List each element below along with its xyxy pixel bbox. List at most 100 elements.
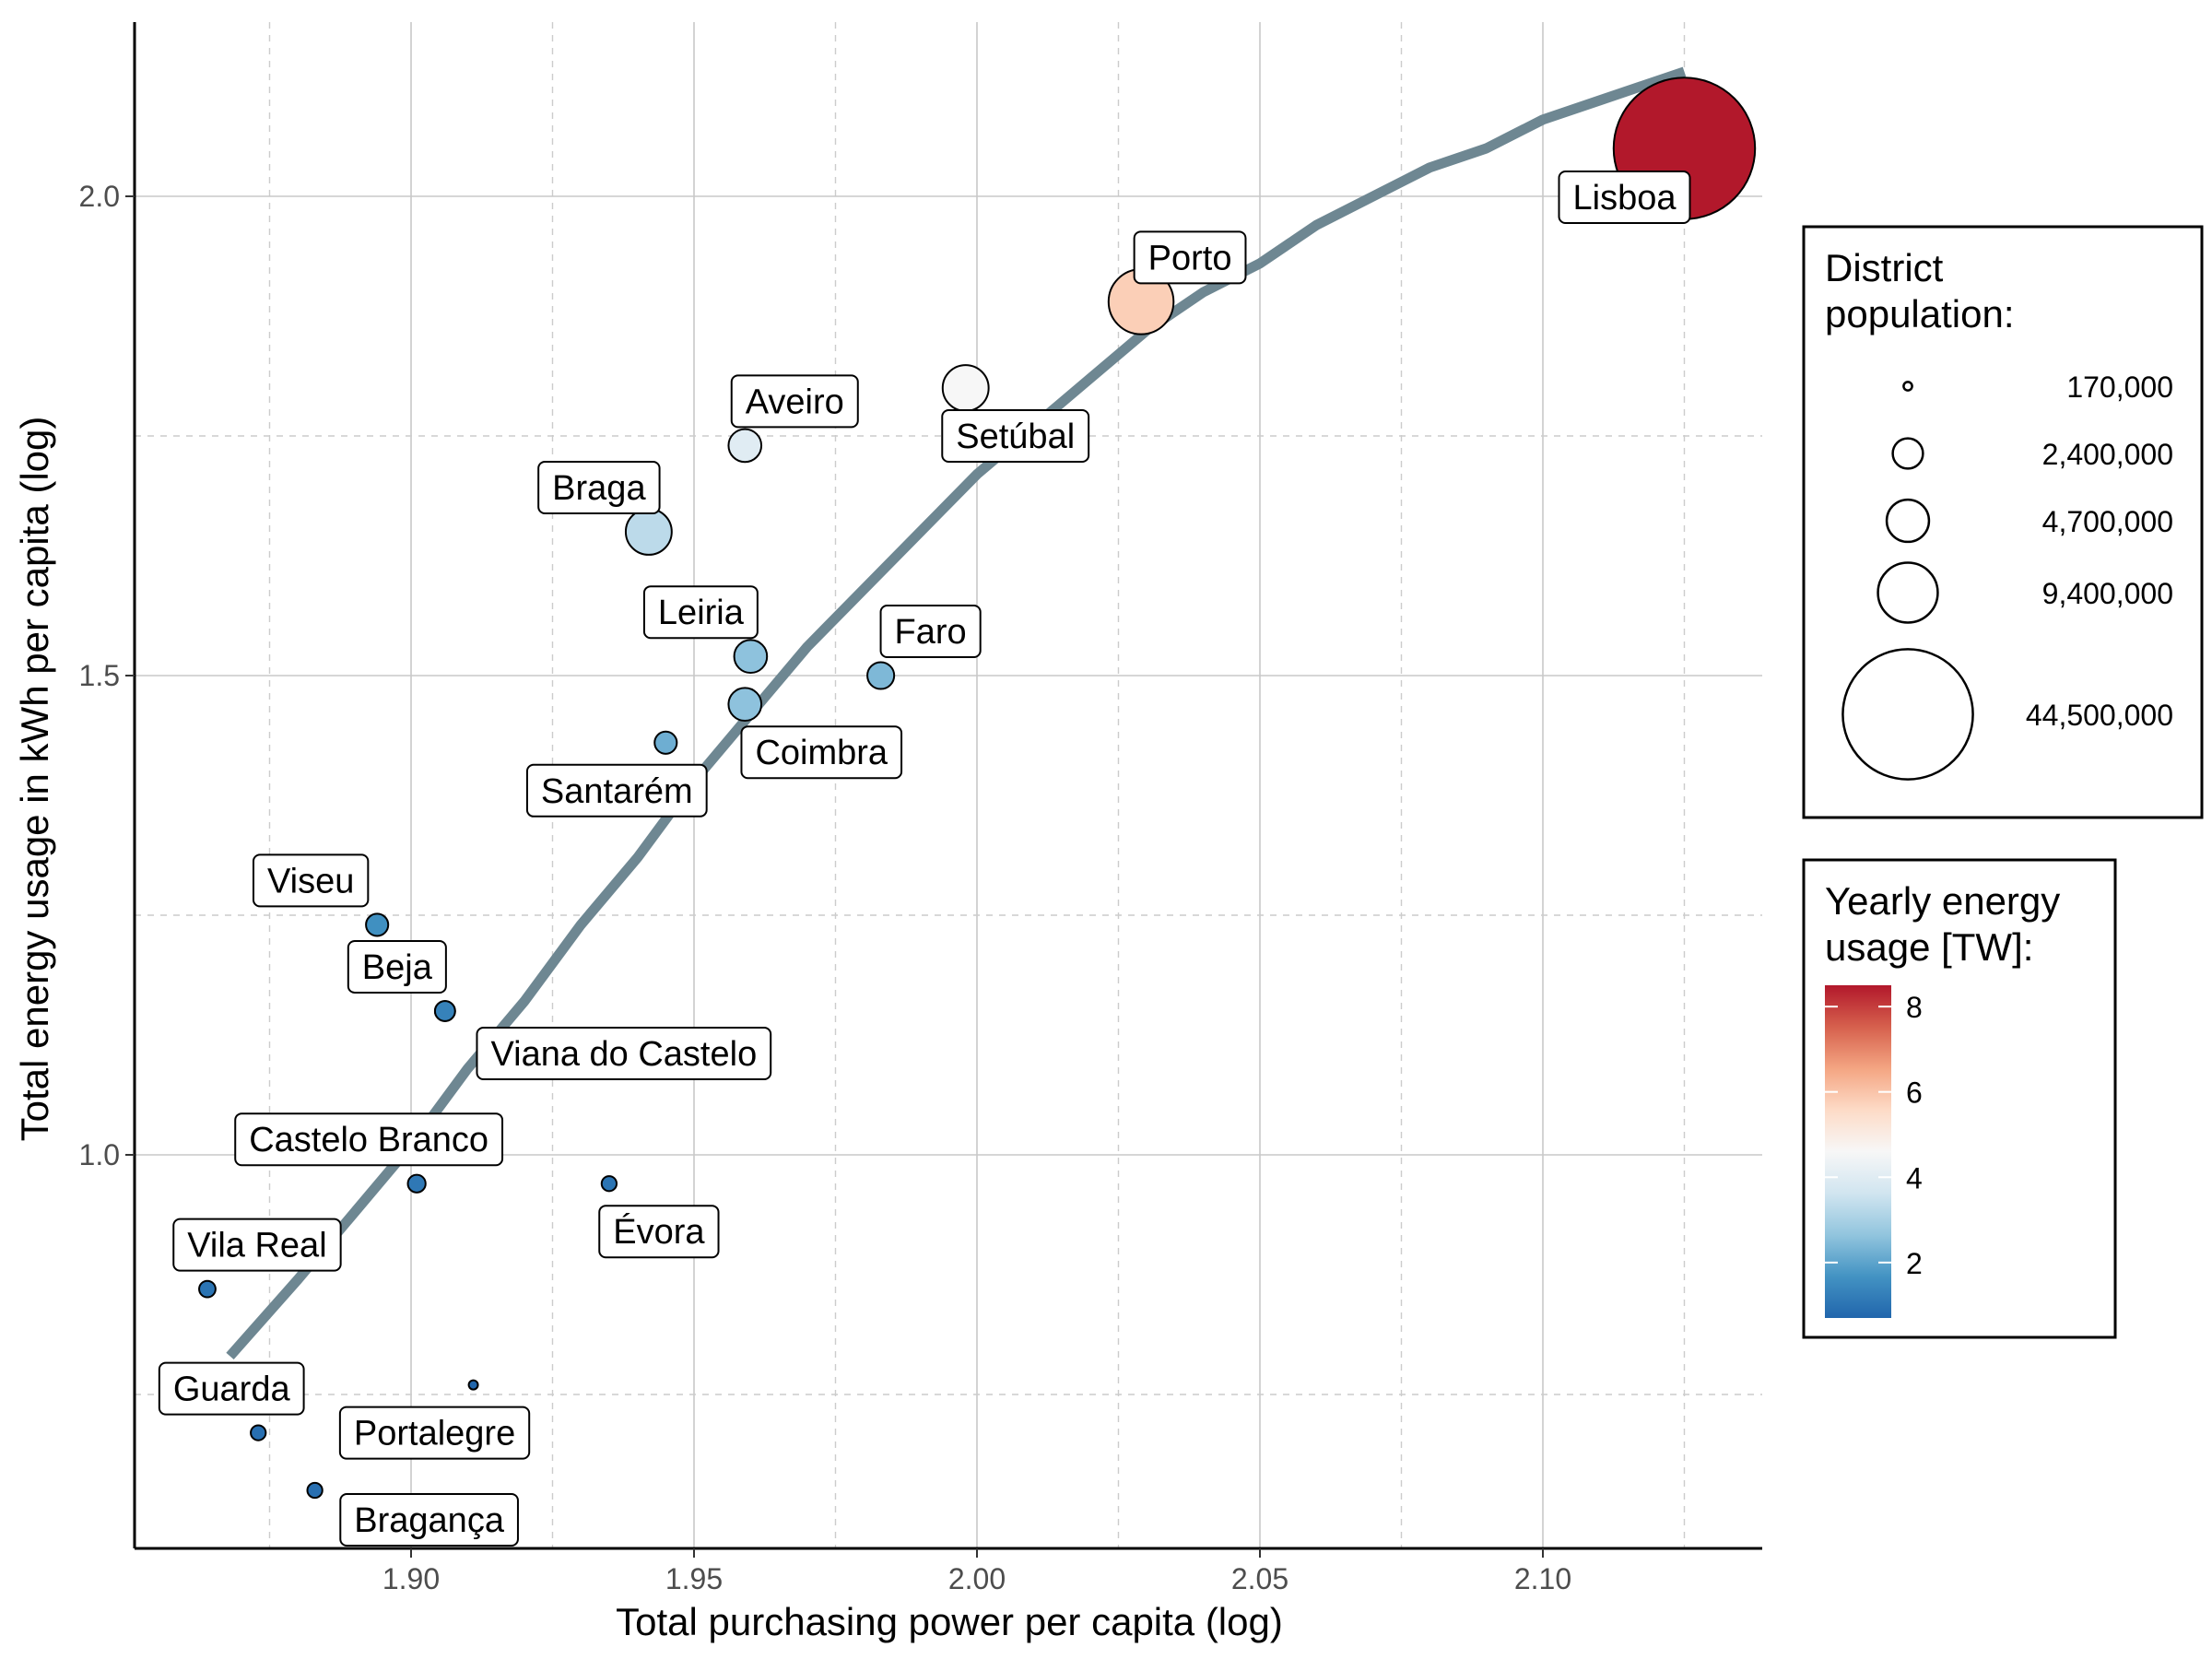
x-tick-label: 1.90 — [382, 1562, 440, 1595]
point-label: Viseu — [252, 853, 370, 908]
point-label-text: Évora — [613, 1212, 705, 1252]
point-label-text: Bragança — [354, 1501, 505, 1540]
y-tick-label: 1.5 — [79, 659, 120, 692]
point-label-box — [537, 461, 661, 514]
point-braga — [624, 508, 673, 556]
x-tick-label: 2.00 — [948, 1562, 1006, 1595]
point-bragan-a — [306, 1481, 324, 1500]
point-label-text: Lisboa — [1573, 179, 1677, 218]
point-santar-m — [653, 730, 678, 755]
point-label: Lisboa — [1558, 171, 1691, 224]
point-label-box — [1133, 230, 1247, 285]
point-label-text: Beja — [362, 948, 433, 987]
point-label-text: Portalegre — [354, 1415, 515, 1453]
point-label-box — [642, 585, 759, 640]
point-label-box — [252, 853, 370, 908]
point-label-box — [740, 725, 903, 780]
point-faro — [866, 661, 896, 690]
y-tick-label: 2.0 — [79, 180, 120, 213]
point-label: Viana do Castelo — [476, 1027, 772, 1080]
point-label-text: Aveiro — [746, 382, 844, 421]
point-labels-layer: Lisboa Porto Setúbal Aveiro Braga Leiria Faro C… — [158, 171, 1691, 1547]
x-tick-label: 1.95 — [665, 1562, 723, 1595]
point-guarda — [250, 1424, 267, 1441]
size-legend-label: 2,400,000 — [2042, 438, 2173, 471]
grid — [135, 22, 1762, 1548]
y-axis-label: Total energy usage in kWh per capita (lo… — [13, 417, 56, 1142]
x-axis-label: Total purchasing power per capita (log) — [616, 1600, 1283, 1643]
size-legend-circle — [1902, 381, 1913, 392]
point-castelo-branco — [406, 1173, 427, 1194]
point-label-box — [172, 1218, 342, 1272]
point-label: Braga — [537, 461, 661, 514]
point-label: Faro — [879, 605, 982, 658]
point-label: Aveiro — [730, 374, 859, 429]
size-legend-circle — [1885, 498, 1931, 544]
point-label: Portalegre — [338, 1406, 531, 1460]
point-label: Santarém — [525, 763, 708, 818]
point-label-text: Vila Real — [187, 1227, 326, 1265]
point-label-text: Castelo Branco — [249, 1121, 488, 1159]
color-legend-title: Yearly energy — [1825, 879, 2060, 923]
point-label: Coimbra — [740, 725, 903, 780]
point-label-box — [879, 605, 982, 658]
point-label-box — [347, 940, 447, 994]
point-label-text: Viseu — [267, 862, 354, 900]
size-legend-circle — [1841, 648, 1974, 781]
point-label-box — [598, 1205, 720, 1259]
point-label: Leiria — [642, 585, 759, 640]
x-tick-label: 2.05 — [1231, 1562, 1288, 1595]
point-viseu — [365, 912, 390, 937]
point-vila-real — [198, 1279, 217, 1299]
point-label-text: Guarda — [173, 1371, 291, 1409]
point-label-text: Porto — [1148, 239, 1232, 277]
color-legend-label: 4 — [1906, 1161, 1923, 1194]
color-legend-label: 2 — [1906, 1247, 1923, 1280]
point-viana-do-castelo — [433, 1000, 456, 1022]
size-legend-title: District — [1825, 246, 1944, 289]
point-label-text: Faro — [895, 613, 967, 652]
point-label: Bragança — [339, 1493, 519, 1547]
point-aveiro — [727, 428, 763, 464]
point-leiria — [733, 639, 769, 675]
size-legend-label: 170,000 — [2066, 371, 2173, 404]
point-label: Évora — [598, 1205, 720, 1259]
size-legend-title: population: — [1825, 292, 2015, 335]
point-label-box — [339, 1493, 519, 1547]
point-label-box — [234, 1112, 504, 1167]
point-label-box — [941, 409, 1090, 463]
size-legend-label: 4,700,000 — [2042, 505, 2173, 538]
color-legend-title: usage [TW]: — [1825, 925, 2033, 969]
color-legend-label: 6 — [1906, 1077, 1923, 1110]
point-label: Vila Real — [172, 1218, 342, 1272]
point-label-box — [525, 763, 708, 818]
point-label-text: Setúbal — [956, 418, 1075, 456]
point-portalegre — [467, 1379, 479, 1391]
color-legend-label: 8 — [1906, 991, 1923, 1024]
x-tick-label: 2.10 — [1514, 1562, 1571, 1595]
point-label-box — [476, 1027, 772, 1080]
point-set-bal — [941, 364, 990, 412]
point-coimbra — [727, 687, 763, 723]
point-label-box — [730, 374, 859, 429]
point-label: Beja — [347, 940, 447, 994]
point-label-box — [338, 1406, 531, 1460]
point-label-text: Leiria — [658, 594, 745, 632]
size-legend-label: 44,500,000 — [2026, 699, 2173, 732]
color-legend-bar — [1825, 985, 1891, 1318]
point-label-box — [1558, 171, 1691, 224]
axes: 1.90 1.95 2.00 2.05 2.10 1.0 1.5 2.0 — [79, 22, 1762, 1595]
point--vora — [600, 1175, 618, 1193]
point-label-box — [158, 1361, 305, 1416]
size-legend-circle — [1877, 561, 1939, 624]
size-legend-label: 9,400,000 — [2042, 577, 2173, 610]
point-label: Guarda — [158, 1361, 305, 1416]
point-label-text: Viana do Castelo — [490, 1035, 757, 1074]
point-label-text: Coimbra — [755, 734, 888, 772]
size-legend-circle — [1891, 437, 1924, 470]
point-label: Castelo Branco — [234, 1112, 504, 1167]
point-label: Porto — [1133, 230, 1247, 285]
